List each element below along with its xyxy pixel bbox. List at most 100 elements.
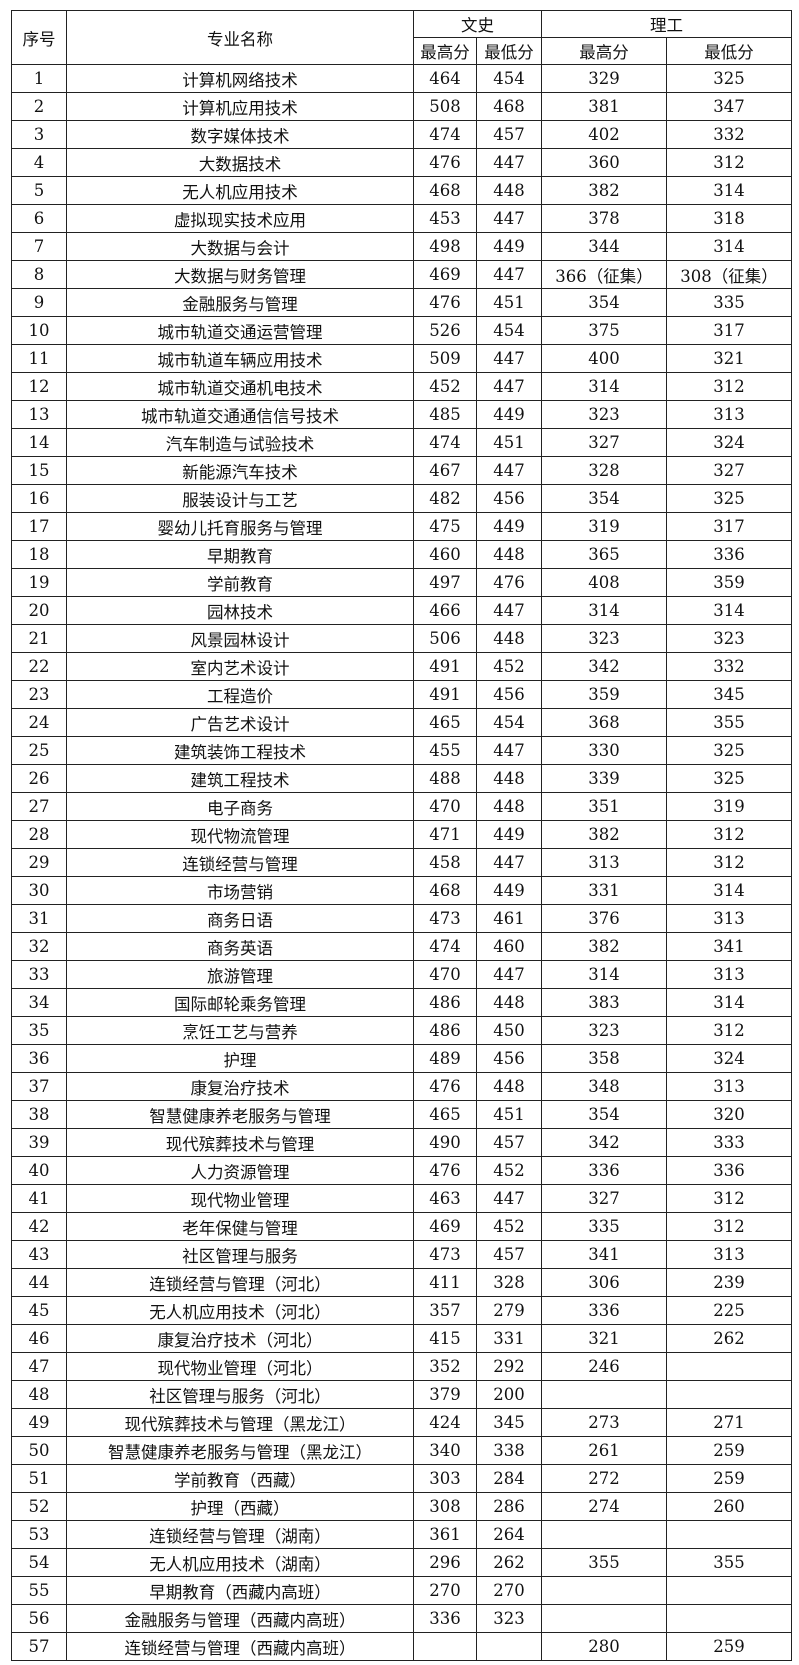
table-cell: 33 bbox=[11, 960, 67, 989]
table-cell: 415 bbox=[413, 1324, 477, 1353]
table-cell: 2 bbox=[11, 92, 67, 121]
table-cell: 43 bbox=[11, 1240, 67, 1269]
table-row: 23 工程造价 491 456 359 345 bbox=[11, 680, 792, 709]
table-cell: 454 bbox=[476, 64, 542, 93]
table-cell: 474 bbox=[413, 120, 477, 149]
table-cell: 40 bbox=[11, 1156, 67, 1185]
table-cell: 大数据与财务管理 bbox=[66, 260, 414, 289]
table-cell bbox=[666, 1576, 792, 1605]
table-cell: 382 bbox=[541, 176, 667, 205]
table-cell: 318 bbox=[666, 204, 792, 233]
table-cell: 354 bbox=[541, 288, 667, 317]
table-cell: 321 bbox=[666, 344, 792, 373]
table-cell: 424 bbox=[413, 1408, 477, 1437]
table-cell: 16 bbox=[11, 484, 67, 513]
table-cell: 489 bbox=[413, 1044, 477, 1073]
table-cell: 313 bbox=[666, 1240, 792, 1269]
table-cell: 408 bbox=[541, 568, 667, 597]
table-cell: 风景园林设计 bbox=[66, 624, 414, 653]
table-cell: 476 bbox=[413, 1156, 477, 1185]
table-cell: 239 bbox=[666, 1268, 792, 1297]
table-cell: 259 bbox=[666, 1436, 792, 1465]
table-cell: 447 bbox=[476, 960, 542, 989]
table-cell: 456 bbox=[476, 484, 542, 513]
table-row: 49 现代殡葬技术与管理（黑龙江） 424 345 273 271 bbox=[11, 1408, 792, 1437]
table-cell: 313 bbox=[666, 960, 792, 989]
table-cell: 11 bbox=[11, 344, 67, 373]
table-cell: 447 bbox=[476, 372, 542, 401]
table-cell: 连锁经营与管理（西藏内高班） bbox=[66, 1632, 414, 1661]
table-cell: 连锁经营与管理 bbox=[66, 848, 414, 877]
table-cell: 市场营销 bbox=[66, 876, 414, 905]
table-cell: 323 bbox=[541, 624, 667, 653]
table-row: 30 市场营销 468 449 331 314 bbox=[11, 876, 792, 905]
table-row: 50 智慧健康养老服务与管理（黑龙江） 340 338 261 259 bbox=[11, 1436, 792, 1465]
table-cell: 25 bbox=[11, 736, 67, 765]
table-cell: 488 bbox=[413, 764, 477, 793]
table-cell: 447 bbox=[476, 1184, 542, 1213]
table-row: 43 社区管理与服务 473 457 341 313 bbox=[11, 1240, 792, 1269]
table-cell: 虚拟现实技术应用 bbox=[66, 204, 414, 233]
table-cell: 376 bbox=[541, 904, 667, 933]
table-cell bbox=[476, 1632, 542, 1661]
table-cell: 379 bbox=[413, 1380, 477, 1409]
table-row: 13 城市轨道交通通信信号技术 485 449 323 313 bbox=[11, 400, 792, 429]
table-cell: 金融服务与管理（西藏内高班） bbox=[66, 1604, 414, 1633]
table-row: 52 护理（西藏） 308 286 274 260 bbox=[11, 1492, 792, 1521]
table-cell bbox=[541, 1576, 667, 1605]
table-cell: 327 bbox=[541, 1184, 667, 1213]
table-cell: 324 bbox=[666, 1044, 792, 1073]
table-cell: 259 bbox=[666, 1632, 792, 1661]
table-cell: 450 bbox=[476, 1016, 542, 1045]
table-cell: 448 bbox=[476, 764, 542, 793]
table-cell: 345 bbox=[666, 680, 792, 709]
table-cell: 465 bbox=[413, 1100, 477, 1129]
header-cell: 理工 bbox=[541, 10, 792, 38]
table-cell: 8 bbox=[11, 260, 67, 289]
table-cell: 339 bbox=[541, 764, 667, 793]
table-row: 31 商务日语 473 461 376 313 bbox=[11, 904, 792, 933]
table-cell: 大数据与会计 bbox=[66, 232, 414, 261]
table-cell: 325 bbox=[666, 64, 792, 93]
table-cell: 469 bbox=[413, 1212, 477, 1241]
table-cell: 375 bbox=[541, 316, 667, 345]
table-cell: 461 bbox=[476, 904, 542, 933]
header-cell: 文史 bbox=[413, 10, 542, 38]
table-row: 33 旅游管理 470 447 314 313 bbox=[11, 960, 792, 989]
table-cell: 340 bbox=[413, 1436, 477, 1465]
table-cell: 数字媒体技术 bbox=[66, 120, 414, 149]
table-cell: 3 bbox=[11, 120, 67, 149]
table-cell: 284 bbox=[476, 1464, 542, 1493]
table-cell: 学前教育（西藏） bbox=[66, 1464, 414, 1493]
table-cell: 342 bbox=[541, 1128, 667, 1157]
table-cell: 317 bbox=[666, 512, 792, 541]
table-cell: 24 bbox=[11, 708, 67, 737]
table-cell bbox=[666, 1380, 792, 1409]
table-cell: 电子商务 bbox=[66, 792, 414, 821]
table-row: 45 无人机应用技术（河北） 357 279 336 225 bbox=[11, 1296, 792, 1325]
table-cell: 城市轨道交通运营管理 bbox=[66, 316, 414, 345]
table-row: 10 城市轨道交通运营管理 526 454 375 317 bbox=[11, 316, 792, 345]
table-row: 47 现代物业管理（河北） 352 292 246 bbox=[11, 1352, 792, 1381]
table-cell: 447 bbox=[476, 848, 542, 877]
table-cell: 463 bbox=[413, 1184, 477, 1213]
table-cell: 411 bbox=[413, 1268, 477, 1297]
table-cell: 317 bbox=[666, 316, 792, 345]
table-cell: 355 bbox=[666, 1548, 792, 1577]
table-cell bbox=[413, 1632, 477, 1661]
table-cell: 452 bbox=[413, 372, 477, 401]
table-cell: 259 bbox=[666, 1464, 792, 1493]
table-cell: 社区管理与服务 bbox=[66, 1240, 414, 1269]
table-cell: 9 bbox=[11, 288, 67, 317]
table-cell: 357 bbox=[413, 1296, 477, 1325]
table-cell bbox=[541, 1380, 667, 1409]
table-cell: 商务英语 bbox=[66, 932, 414, 961]
table-cell: 246 bbox=[541, 1352, 667, 1381]
table-row: 6 虚拟现实技术应用 453 447 378 318 bbox=[11, 204, 792, 233]
table-cell: 451 bbox=[476, 1100, 542, 1129]
table-cell: 447 bbox=[476, 456, 542, 485]
table-cell: 47 bbox=[11, 1352, 67, 1381]
table-row: 53 连锁经营与管理（湖南） 361 264 bbox=[11, 1520, 792, 1549]
table-cell: 473 bbox=[413, 1240, 477, 1269]
